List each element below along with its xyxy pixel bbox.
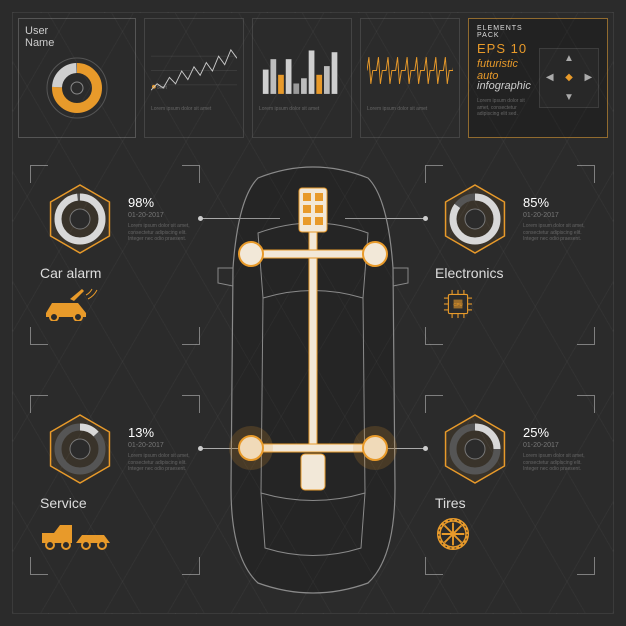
hex-gauge [435, 179, 515, 259]
card-title: Tires [435, 495, 585, 511]
user-panel: User Name [18, 18, 136, 138]
info-lorem: Lorem ipsum dolor sit amet, consectetur … [477, 98, 531, 118]
card-lorem: Lorem ipsum dolor sit amet, consectetur … [128, 453, 190, 473]
card-lorem: Lorem ipsum dolor sit amet, consectetur … [523, 453, 585, 473]
header-row: User Name Start Lorem ipsum dolor sit am… [18, 18, 608, 138]
wheel-icon [435, 517, 585, 551]
pulse-chart [367, 43, 453, 98]
nav-center-icon[interactable]: ◆ [559, 68, 578, 87]
car-alarm-icon [40, 287, 190, 321]
line-chart: Start [151, 43, 237, 98]
nav-left-icon[interactable]: ◀ [540, 68, 559, 87]
date-value: 01-20-2017 [128, 442, 190, 449]
car-diagram [213, 158, 413, 598]
card-tires: 25% 01-20-2017 Lorem ipsum dolor sit ame… [425, 395, 595, 575]
pulse-panel: Lorem ipsum dolor sit amet [360, 18, 460, 138]
bar-lorem: Lorem ipsum dolor sit amet [259, 106, 345, 113]
card-car-alarm: 98% 01-20-2017 Lorem ipsum dolor sit ame… [30, 165, 200, 345]
date-value: 01-20-2017 [523, 212, 585, 219]
user-dial-icon [42, 53, 112, 123]
card-lorem: Lorem ipsum dolor sit amet, consectetur … [523, 223, 585, 243]
eps-label: EPS 10 [477, 41, 531, 56]
user-line2: Name [25, 37, 129, 49]
hex-gauge [435, 409, 515, 489]
info-title: ELEMENTS PACK [477, 25, 531, 39]
pct-value: 85% [523, 195, 585, 210]
nav-dpad[interactable]: ▲ ◀◆▶ ▼ [539, 48, 599, 108]
cpu-icon: CPU [435, 287, 585, 321]
card-service: 13% 01-20-2017 Lorem ipsum dolor sit ame… [30, 395, 200, 575]
nav-up-icon[interactable]: ▲ [559, 49, 578, 68]
svg-text:CPU: CPU [453, 302, 462, 307]
user-line1: User [25, 25, 129, 37]
info-sub1: futuristic auto [477, 58, 531, 82]
tow-truck-icon [40, 517, 190, 551]
pct-value: 13% [128, 425, 190, 440]
nav-down-icon[interactable]: ▼ [559, 88, 578, 107]
card-title: Car alarm [40, 265, 190, 281]
line-chart-panel: Start Lorem ipsum dolor sit amet [144, 18, 244, 138]
info-box: ELEMENTS PACK EPS 10 futuristic auto inf… [468, 18, 608, 138]
pct-value: 25% [523, 425, 585, 440]
card-lorem: Lorem ipsum dolor sit amet, consectetur … [128, 223, 190, 243]
info-sub2: infographic [477, 80, 531, 92]
card-electronics: 85% 01-20-2017 Lorem ipsum dolor sit ame… [425, 165, 595, 345]
pulse-lorem: Lorem ipsum dolor sit amet [367, 106, 453, 113]
bar-chart [259, 43, 345, 98]
date-value: 01-20-2017 [128, 212, 190, 219]
card-title: Electronics [435, 265, 585, 281]
nav-right-icon[interactable]: ▶ [579, 68, 598, 87]
hex-gauge [40, 179, 120, 259]
date-value: 01-20-2017 [523, 442, 585, 449]
bar-chart-panel: Lorem ipsum dolor sit amet [252, 18, 352, 138]
line-lorem: Lorem ipsum dolor sit amet [151, 106, 237, 113]
hex-gauge [40, 409, 120, 489]
card-title: Service [40, 495, 190, 511]
pct-value: 98% [128, 195, 190, 210]
